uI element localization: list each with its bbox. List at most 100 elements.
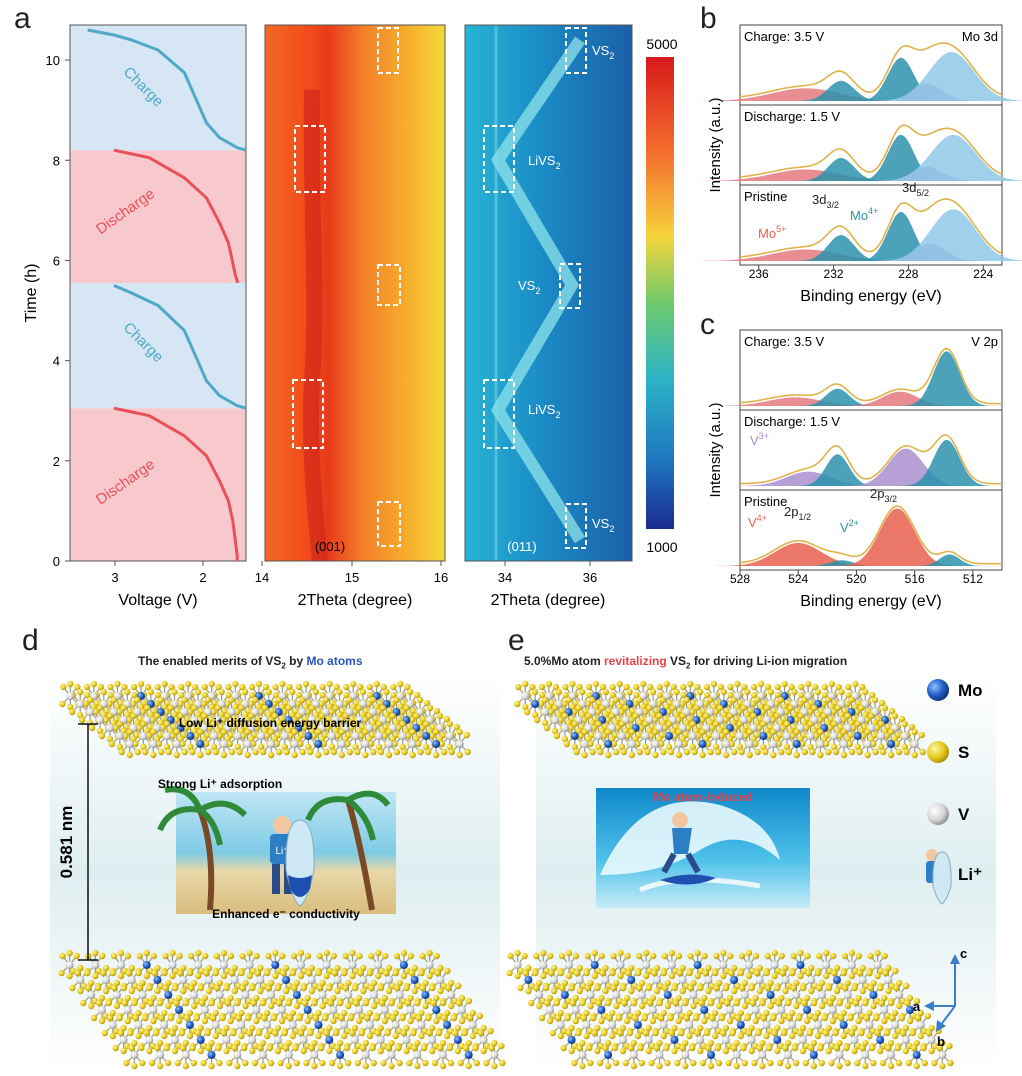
s-atom	[878, 999, 885, 1007]
s-atom	[356, 952, 363, 960]
s-atom	[668, 972, 676, 980]
s-atom	[390, 683, 397, 691]
s-atom	[154, 691, 162, 699]
s-atom	[881, 1017, 888, 1025]
s-atom	[220, 751, 228, 759]
s-atom	[488, 1044, 495, 1052]
s-atom	[911, 751, 918, 759]
s-atom	[756, 987, 763, 995]
s-atom	[621, 999, 628, 1007]
s-atom	[750, 735, 757, 743]
s-atom	[374, 1029, 382, 1037]
s-atom	[231, 1044, 238, 1052]
xrd-map-001	[265, 25, 445, 561]
s-atom	[810, 1039, 817, 1047]
s-atom	[664, 979, 671, 987]
s-atom	[698, 716, 706, 724]
s-atom	[797, 712, 804, 720]
s-atom	[395, 724, 402, 732]
s-atom	[810, 999, 818, 1007]
v-atom	[112, 991, 121, 999]
s-atom	[257, 964, 264, 972]
s-atom	[703, 683, 711, 691]
s-atom	[771, 972, 778, 980]
s-atom	[830, 743, 838, 751]
s-atom	[175, 994, 183, 1002]
s-atom	[213, 984, 221, 992]
s-atom	[147, 688, 155, 696]
s-atom	[656, 683, 663, 691]
s-atom	[120, 704, 127, 712]
s-atom	[583, 1032, 590, 1040]
s-atom	[110, 952, 118, 960]
s-atom	[285, 1039, 292, 1047]
s-atom	[728, 740, 735, 748]
map1-axis-label: 2Theta (degree)	[298, 592, 413, 609]
v-atom	[91, 961, 100, 969]
s-atom	[902, 1024, 910, 1032]
s-atom	[290, 984, 298, 992]
s-atom	[872, 748, 879, 756]
s-atom	[454, 1024, 462, 1032]
v-atom	[539, 961, 548, 969]
v-atom	[490, 1051, 499, 1059]
xps-tick: 228	[898, 267, 918, 281]
s-atom	[671, 984, 678, 992]
s-atom	[272, 972, 279, 980]
s-atom	[411, 987, 418, 995]
s-atom	[341, 1009, 348, 1017]
s-atom	[572, 952, 580, 960]
s-atom	[705, 1044, 712, 1052]
s-atom	[429, 1024, 436, 1032]
s-atom	[201, 994, 209, 1002]
s-atom	[616, 680, 623, 688]
s-atom	[755, 724, 763, 732]
s-atom	[223, 1047, 230, 1055]
s-atom	[791, 1044, 799, 1052]
s-atom	[201, 683, 208, 691]
s-atom	[163, 720, 171, 728]
s-atom	[125, 969, 133, 977]
surfboard-e-icon	[660, 874, 716, 885]
s-atom	[584, 700, 592, 708]
s-atom	[562, 683, 569, 691]
s-atom	[701, 994, 708, 1002]
xps-annotation: 2p3/2	[870, 486, 897, 504]
mo-atom	[196, 740, 205, 748]
s-atom	[558, 984, 566, 992]
v-atom	[215, 991, 224, 999]
s-atom	[323, 949, 330, 957]
s-atom	[870, 1002, 877, 1010]
s-atom	[522, 969, 529, 977]
lattice-top-d	[59, 680, 471, 759]
s-atom	[542, 984, 550, 992]
s-atom	[852, 999, 859, 1007]
s-atom	[429, 1047, 436, 1055]
v-atom	[445, 732, 454, 740]
s-atom	[352, 720, 359, 728]
s-atom	[749, 999, 757, 1007]
mo-atom	[175, 1006, 184, 1014]
s-atom	[799, 740, 806, 748]
s-atom	[558, 952, 566, 960]
v-atom	[865, 1021, 874, 1029]
s-atom	[428, 732, 436, 740]
s-atom	[615, 1014, 623, 1022]
s-atom	[385, 728, 393, 736]
s-atom	[817, 751, 824, 759]
s-atom	[208, 680, 215, 688]
mo-atom	[304, 732, 313, 740]
s-atom	[66, 949, 73, 957]
legend-mo-icon	[927, 679, 949, 701]
conductivity-label: Enhanced e⁻ conductivity	[212, 907, 360, 921]
s-atom	[822, 740, 830, 748]
v-atom	[784, 1051, 793, 1059]
s-atom	[664, 1059, 671, 1067]
s-atom	[917, 1009, 924, 1017]
s-atom	[145, 732, 153, 740]
s-atom	[305, 720, 312, 728]
s-atom	[546, 994, 554, 1002]
xps-peak	[848, 212, 954, 261]
s-atom	[635, 969, 642, 977]
